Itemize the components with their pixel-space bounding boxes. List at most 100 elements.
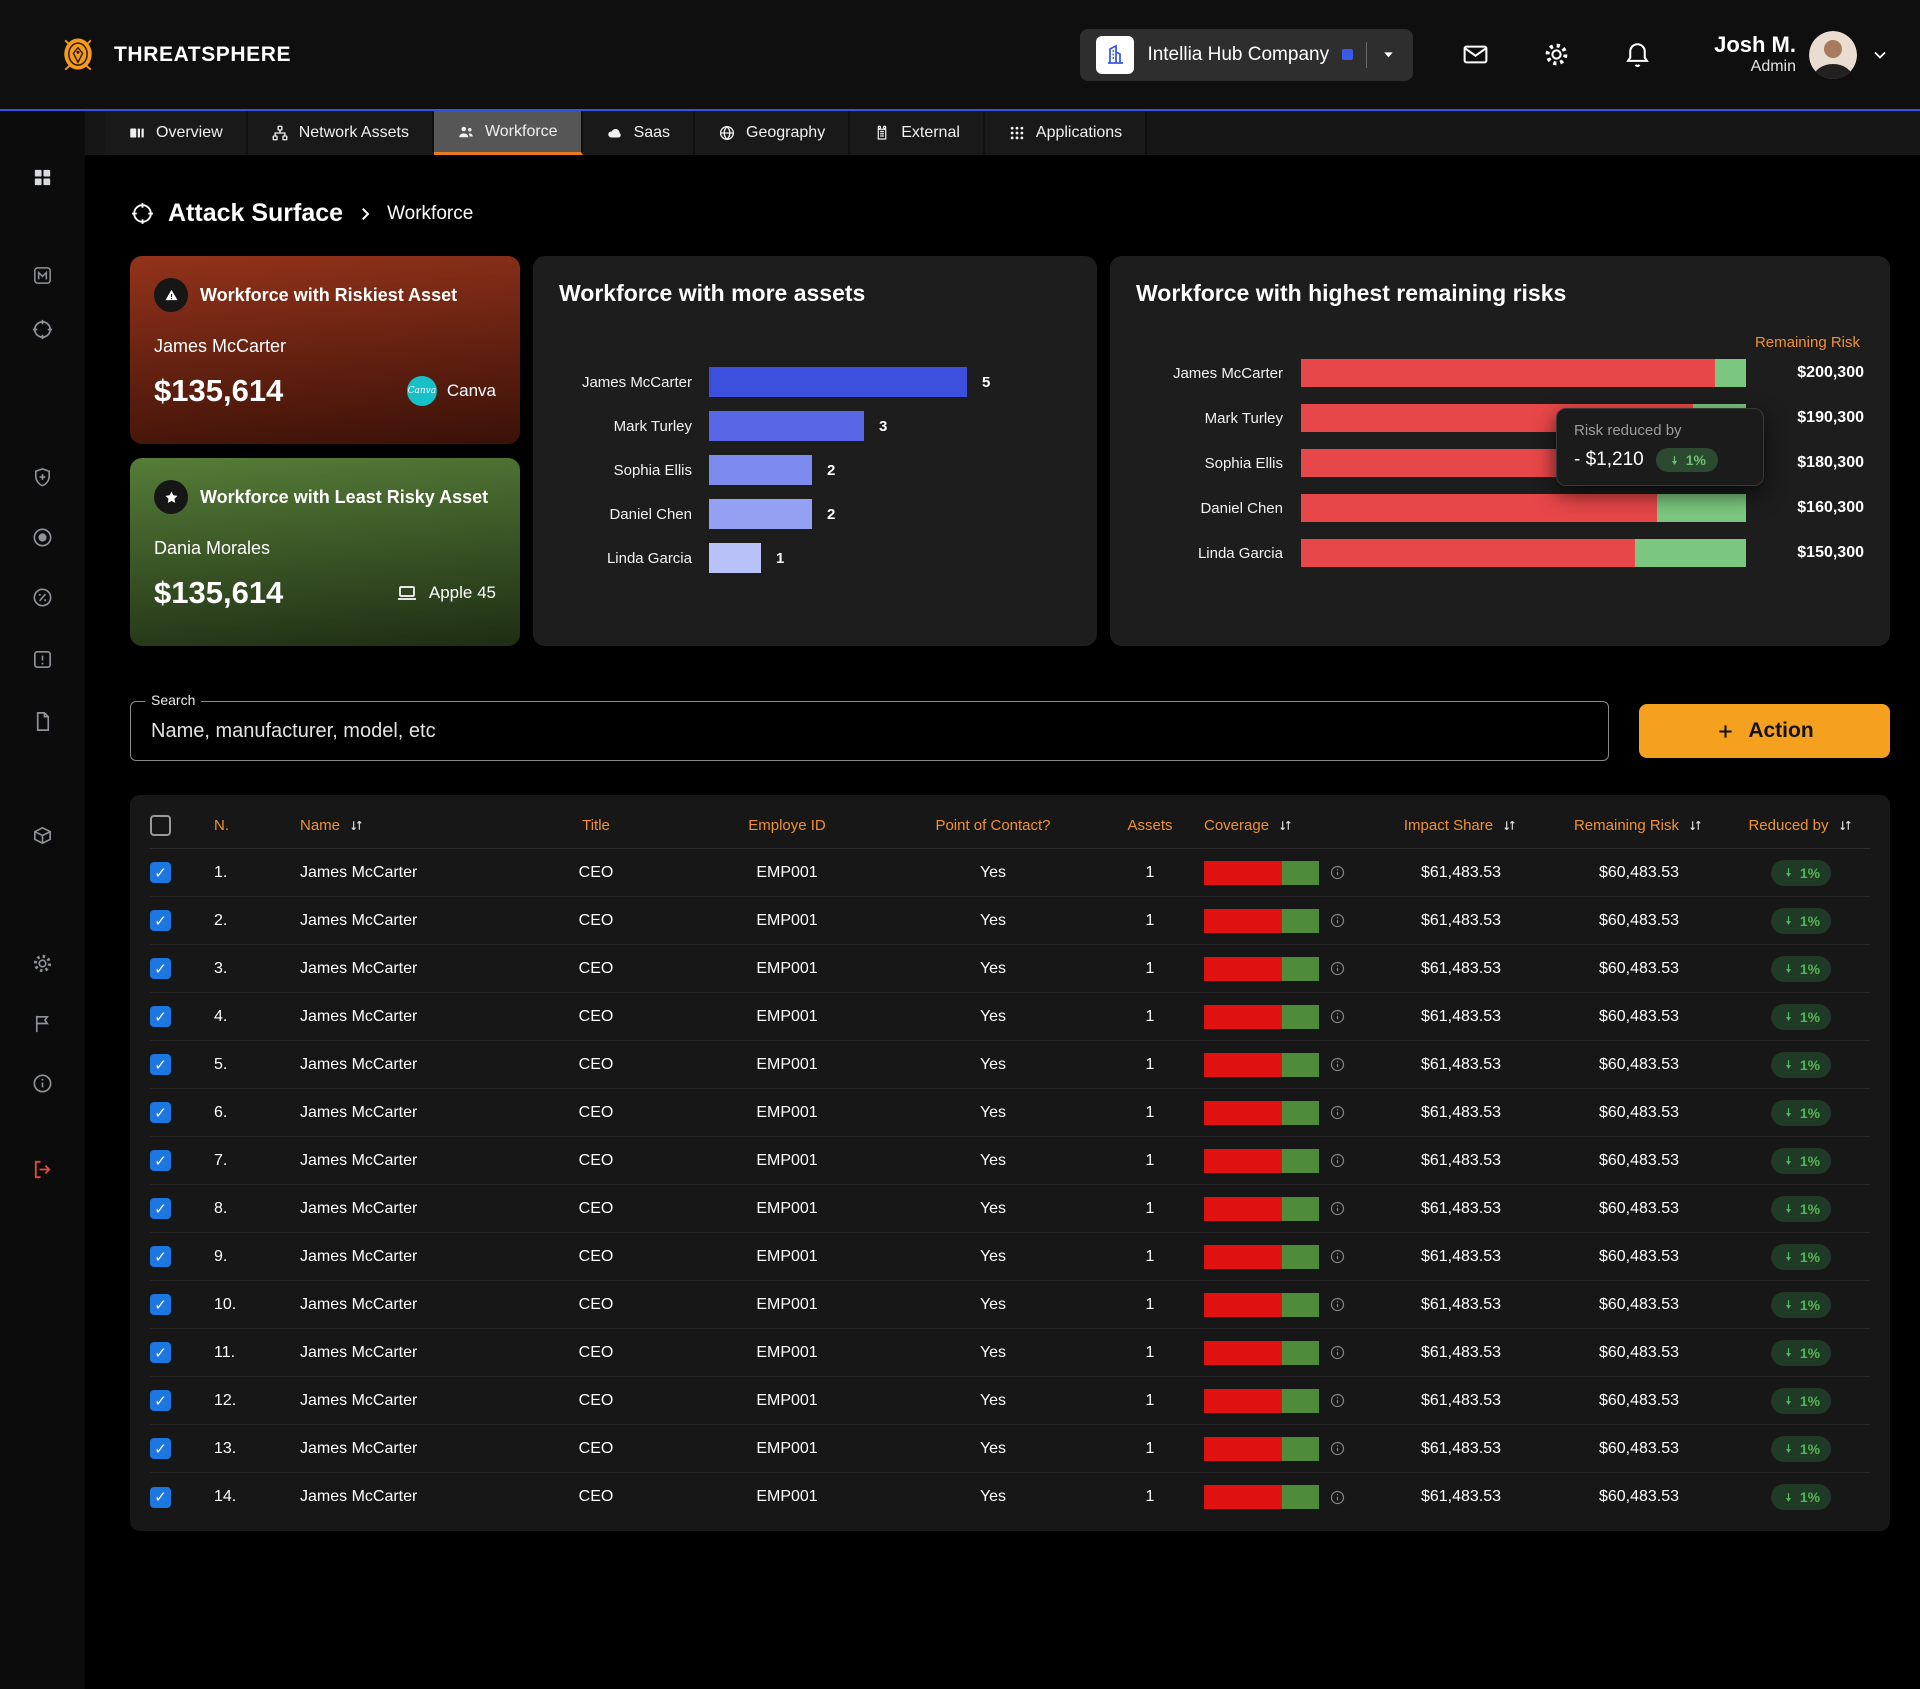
breadcrumb-section[interactable]: Attack Surface: [168, 199, 344, 227]
user-menu[interactable]: Josh M. Admin: [1714, 30, 1890, 79]
col-header-coverage[interactable]: Coverage: [1204, 817, 1376, 834]
table-row: ✓ 11. James McCarter CEO EMP001 Yes 1 $61,483.5…: [150, 1329, 1870, 1377]
impact-share: $61,483.53: [1420, 1488, 1502, 1505]
col-header-name[interactable]: Name: [266, 817, 508, 834]
row-checkbox[interactable]: ✓: [150, 958, 214, 979]
package-icon[interactable]: [23, 815, 63, 855]
sort-icon[interactable]: [1837, 817, 1854, 834]
col-header-remaining-risk[interactable]: Remaining Risk: [1546, 817, 1732, 834]
row-checkbox[interactable]: ✓: [150, 910, 214, 931]
col-header-reduced-by[interactable]: Reduced by: [1732, 817, 1870, 834]
row-checkbox[interactable]: ✓: [150, 1054, 214, 1075]
select-all-checkbox[interactable]: [150, 815, 214, 836]
alert-square-icon[interactable]: [23, 639, 63, 679]
sort-icon[interactable]: [1277, 817, 1294, 834]
row-checkbox[interactable]: ✓: [150, 1102, 214, 1123]
tab-workforce[interactable]: Workforce: [433, 111, 583, 155]
employee-name: James McCarter: [300, 1247, 418, 1265]
company-selector[interactable]: Intellia Hub Company: [1080, 28, 1414, 81]
tab-applications[interactable]: Applications: [984, 111, 1148, 155]
bar-label: Sophia Ellis: [613, 461, 692, 479]
bar-value: 1: [776, 549, 785, 567]
row-number: 11.: [214, 1343, 236, 1361]
info-icon[interactable]: [1329, 1489, 1346, 1506]
table-row: ✓ 14. James McCarter CEO EMP001 Yes 1 $61,483.5…: [150, 1473, 1870, 1521]
info-icon[interactable]: [1329, 1056, 1346, 1073]
table-row: ✓ 4. James McCarter CEO EMP001 Yes 1 $61,483.53…: [150, 993, 1870, 1041]
info-icon[interactable]: [1329, 864, 1346, 881]
row-checkbox[interactable]: ✓: [150, 1294, 214, 1315]
row-checkbox[interactable]: ✓: [150, 1486, 214, 1508]
info-icon[interactable]: [1329, 1152, 1346, 1169]
risk-bar-row: Daniel Chen $160,300: [1136, 494, 1864, 522]
coverage-red-bar: [1204, 1388, 1282, 1413]
chevron-down-icon[interactable]: [1870, 45, 1890, 65]
row-checkbox[interactable]: ✓: [150, 1246, 214, 1267]
record-icon[interactable]: [23, 517, 63, 557]
info-icon[interactable]: [1329, 1392, 1346, 1409]
document-icon[interactable]: [23, 701, 63, 741]
info-icon[interactable]: [1329, 1440, 1346, 1457]
bar-label: Mark Turley: [613, 417, 692, 435]
info-icon[interactable]: [1329, 1200, 1346, 1217]
info-icon[interactable]: [1329, 1008, 1346, 1025]
dashboard-icon[interactable]: [23, 157, 63, 197]
row-checkbox[interactable]: ✓: [150, 1198, 214, 1219]
remaining-risk: $60,483.53: [1598, 1391, 1680, 1409]
tab-geography[interactable]: Geography: [695, 111, 851, 155]
employee-name: James McCarter: [300, 959, 418, 977]
employee-title: CEO: [578, 1151, 614, 1169]
row-checkbox[interactable]: ✓: [150, 1438, 214, 1459]
tab-saas[interactable]: Saas: [582, 111, 696, 155]
row-number: 1.: [214, 863, 228, 881]
tab-external[interactable]: External: [850, 111, 985, 155]
settings-icon[interactable]: [23, 943, 63, 983]
row-checkbox[interactable]: ✓: [150, 1342, 214, 1363]
sidebar: [0, 111, 85, 1689]
row-checkbox[interactable]: ✓: [150, 1390, 214, 1411]
least-risky-asset-card[interactable]: Workforce with Least Risky Asset Dania M…: [130, 458, 520, 646]
info-icon[interactable]: [1329, 912, 1346, 929]
target-icon: [130, 201, 155, 226]
avatar[interactable]: [1809, 30, 1857, 79]
flag-icon[interactable]: [23, 1003, 63, 1043]
mail-icon[interactable]: [1461, 40, 1490, 69]
tab-network-assets[interactable]: Network Assets: [247, 111, 434, 155]
search-input[interactable]: [149, 718, 1590, 744]
point-of-contact: Yes: [979, 1199, 1007, 1217]
row-checkbox[interactable]: ✓: [150, 1006, 214, 1027]
info-icon[interactable]: [1329, 960, 1346, 977]
percent-circle-icon[interactable]: [23, 577, 63, 617]
row-number: 4.: [214, 1007, 228, 1025]
sort-icon[interactable]: [1687, 817, 1704, 834]
assets-count: 1: [1145, 1055, 1155, 1073]
remaining-risk-column-header: Remaining Risk: [1754, 334, 1860, 351]
settings-icon[interactable]: [1542, 40, 1571, 69]
bell-icon[interactable]: [1623, 40, 1652, 69]
tab-overview[interactable]: Overview: [105, 111, 248, 155]
caret-down-icon[interactable]: [1380, 46, 1397, 63]
col-header-impact-share[interactable]: Impact Share: [1376, 817, 1546, 834]
coverage-cell: [1204, 1436, 1376, 1461]
info-icon[interactable]: [1329, 1104, 1346, 1121]
shield-add-icon[interactable]: [23, 457, 63, 497]
info-icon[interactable]: [1329, 1344, 1346, 1361]
search-field[interactable]: Search: [130, 692, 1609, 761]
row-checkbox[interactable]: ✓: [150, 862, 214, 883]
remaining-risk: $60,483.53: [1598, 863, 1680, 881]
info-icon[interactable]: [1329, 1296, 1346, 1313]
target-icon[interactable]: [23, 309, 63, 349]
table-row: ✓ 12. James McCarter CEO EMP001 Yes 1 $61,483.5…: [150, 1377, 1870, 1425]
sort-icon[interactable]: [1501, 817, 1518, 834]
info-icon[interactable]: [1329, 1248, 1346, 1265]
row-checkbox[interactable]: ✓: [150, 1150, 214, 1171]
sort-icon[interactable]: [348, 817, 365, 834]
info-icon[interactable]: [23, 1063, 63, 1103]
riskiest-asset-card[interactable]: Workforce with Riskiest Asset James McCa…: [130, 256, 520, 444]
canva-logo-icon: Canva: [406, 376, 437, 406]
impact-share: $61,483.53: [1420, 1439, 1502, 1457]
action-button[interactable]: Action: [1639, 704, 1890, 758]
logout-icon[interactable]: [23, 1149, 63, 1189]
m-logo-icon[interactable]: [23, 255, 63, 295]
coverage-red-bar: [1204, 1196, 1282, 1221]
